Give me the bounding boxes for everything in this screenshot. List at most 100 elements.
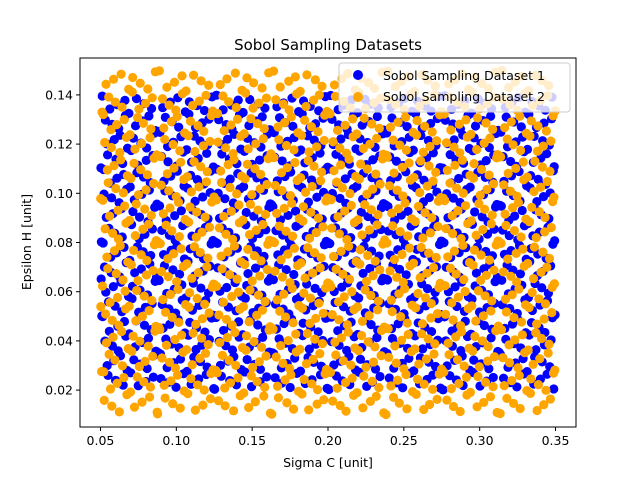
data-point-dataset-1 [549,384,559,394]
data-point-dataset-1 [102,150,113,160]
data-point-dataset-2 [304,147,314,157]
data-point-dataset-2 [188,328,198,338]
data-point-dataset-2 [245,199,256,209]
legend-box [338,62,571,113]
y-axis-label: Epsilon H [unit] [19,194,34,290]
data-point-dataset-2 [367,119,377,129]
data-point-dataset-2 [516,145,526,156]
data-point-dataset-2 [221,229,231,239]
data-point-dataset-2 [248,362,258,373]
data-point-dataset-2 [137,397,147,407]
data-point-dataset-2 [391,358,401,368]
data-point-dataset-1 [109,134,119,145]
data-point-dataset-2 [120,201,130,211]
data-point-dataset-2 [313,127,323,137]
data-point-dataset-2 [328,396,338,406]
data-point-dataset-2 [124,301,134,311]
data-point-dataset-1 [363,211,373,222]
data-point-dataset-2 [164,357,175,367]
data-point-dataset-2 [142,255,152,266]
y-tick-label: 0.08 [45,235,73,250]
data-point-dataset-2 [209,280,220,290]
data-point-dataset-1 [258,332,268,342]
data-point-dataset-2 [404,243,415,253]
data-point-dataset-1 [418,344,428,354]
data-point-dataset-2 [352,129,362,139]
data-point-dataset-1 [191,344,201,355]
data-point-dataset-2 [144,392,155,402]
data-point-dataset-2 [426,313,436,323]
data-point-dataset-2 [367,376,377,386]
data-point-dataset-2 [216,251,226,261]
data-point-dataset-2 [359,371,369,381]
data-point-dataset-1 [222,134,233,144]
data-point-dataset-2 [236,257,246,267]
data-point-dataset-2 [468,260,478,270]
data-point-dataset-2 [387,307,397,317]
data-point-dataset-2 [449,142,459,152]
data-point-dataset-2 [100,137,110,148]
data-point-dataset-2 [112,120,122,130]
data-point-dataset-2 [222,74,232,84]
data-point-dataset-2 [152,409,163,419]
data-point-dataset-2 [402,404,412,414]
data-point-dataset-2 [485,392,496,402]
data-point-dataset-2 [245,285,255,295]
data-point-dataset-2 [219,211,229,222]
data-point-dataset-2 [424,161,434,171]
data-point-dataset-1 [154,201,165,211]
data-point-dataset-2 [397,249,407,260]
data-point-dataset-2 [147,93,157,103]
data-point-dataset-1 [445,149,455,160]
data-point-dataset-2 [302,328,312,339]
data-point-dataset-2 [330,91,340,101]
data-point-dataset-1 [387,333,398,344]
data-point-dataset-1 [283,210,293,220]
data-point-dataset-2 [378,149,388,159]
data-point-dataset-2 [427,127,437,137]
data-point-dataset-2 [276,340,286,351]
data-point-dataset-2 [532,319,542,329]
data-point-dataset-2 [410,344,420,354]
data-point-dataset-2 [284,105,294,115]
data-point-dataset-1 [454,173,464,184]
data-point-dataset-2 [306,122,316,132]
data-point-dataset-2 [515,403,525,414]
data-point-dataset-1 [370,364,381,374]
data-point-dataset-2 [469,245,480,255]
data-point-dataset-2 [487,210,497,220]
data-point-dataset-2 [221,314,232,324]
x-tick-label: 0.10 [162,433,190,448]
data-point-dataset-2 [120,286,130,296]
data-point-dataset-2 [543,348,553,358]
data-point-dataset-2 [274,221,284,231]
data-point-dataset-2 [539,314,549,324]
data-point-dataset-2 [244,317,254,327]
data-point-dataset-2 [237,343,248,353]
data-point-dataset-2 [247,189,257,200]
data-point-dataset-2 [186,373,196,384]
data-point-dataset-2 [482,184,492,195]
data-point-dataset-2 [161,340,172,350]
data-point-dataset-2 [485,133,495,143]
data-point-dataset-1 [365,263,375,274]
data-point-dataset-2 [453,292,464,302]
data-point-dataset-1 [538,192,549,202]
data-point-dataset-2 [132,372,142,382]
data-point-dataset-2 [507,375,517,386]
data-point-dataset-2 [530,156,540,166]
data-point-dataset-2 [160,307,171,317]
data-point-dataset-2 [266,150,276,161]
data-point-dataset-2 [198,400,208,410]
data-point-dataset-1 [409,366,419,376]
data-point-dataset-2 [548,111,558,121]
data-point-dataset-2 [446,125,456,135]
data-point-dataset-2 [329,80,340,90]
data-point-dataset-2 [407,214,417,224]
data-point-dataset-1 [324,384,334,395]
data-point-dataset-2 [178,261,188,272]
data-point-dataset-2 [176,157,186,167]
data-point-dataset-2 [136,138,147,149]
data-point-dataset-2 [522,386,532,396]
data-point-dataset-1 [148,372,158,382]
